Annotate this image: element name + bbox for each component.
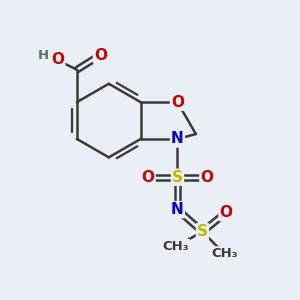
- Text: O: O: [171, 95, 184, 110]
- Text: O: O: [94, 47, 107, 62]
- Text: CH₃: CH₃: [163, 240, 189, 253]
- Text: O: O: [220, 205, 232, 220]
- Text: S: S: [197, 224, 208, 239]
- Text: CH₃: CH₃: [211, 247, 238, 260]
- Text: N: N: [171, 202, 184, 217]
- Text: N: N: [171, 131, 184, 146]
- Text: H: H: [38, 49, 49, 62]
- Text: O: O: [51, 52, 64, 67]
- Text: O: O: [142, 170, 154, 185]
- Text: S: S: [172, 170, 183, 185]
- Text: O: O: [200, 170, 213, 185]
